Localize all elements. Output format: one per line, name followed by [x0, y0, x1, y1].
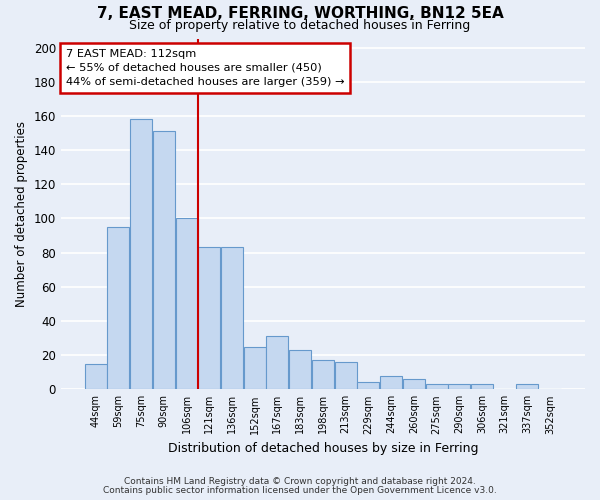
Bar	[176, 218, 197, 390]
Bar	[198, 248, 220, 390]
Text: Contains HM Land Registry data © Crown copyright and database right 2024.: Contains HM Land Registry data © Crown c…	[124, 477, 476, 486]
Bar	[153, 132, 175, 390]
Text: 7, EAST MEAD, FERRING, WORTHING, BN12 5EA: 7, EAST MEAD, FERRING, WORTHING, BN12 5E…	[97, 6, 503, 21]
Text: Size of property relative to detached houses in Ferring: Size of property relative to detached ho…	[130, 19, 470, 32]
Y-axis label: Number of detached properties: Number of detached properties	[15, 121, 28, 307]
X-axis label: Distribution of detached houses by size in Ferring: Distribution of detached houses by size …	[167, 442, 478, 455]
Bar	[85, 364, 107, 390]
Bar	[130, 120, 152, 390]
Bar	[471, 384, 493, 390]
Bar	[107, 227, 130, 390]
Bar	[517, 384, 538, 390]
Bar	[448, 384, 470, 390]
Bar	[221, 248, 243, 390]
Text: 7 EAST MEAD: 112sqm
← 55% of detached houses are smaller (450)
44% of semi-detac: 7 EAST MEAD: 112sqm ← 55% of detached ho…	[66, 49, 344, 87]
Bar	[312, 360, 334, 390]
Bar	[244, 346, 266, 390]
Bar	[380, 376, 402, 390]
Bar	[358, 382, 379, 390]
Bar	[403, 379, 425, 390]
Bar	[425, 384, 448, 390]
Text: Contains public sector information licensed under the Open Government Licence v3: Contains public sector information licen…	[103, 486, 497, 495]
Bar	[289, 350, 311, 390]
Bar	[335, 362, 356, 390]
Bar	[266, 336, 289, 390]
